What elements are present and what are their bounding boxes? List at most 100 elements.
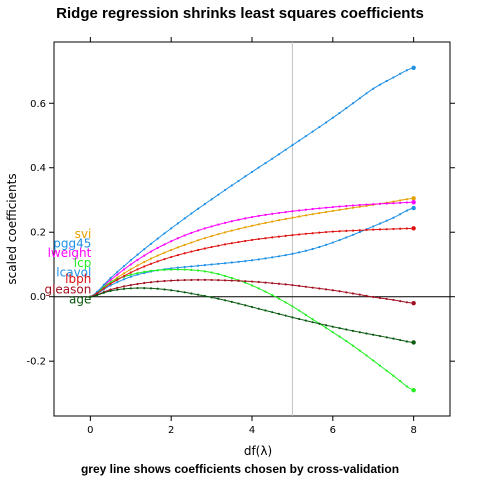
series-point-age bbox=[399, 338, 402, 342]
series-point-lweight bbox=[136, 258, 139, 261]
series-point-lweight bbox=[271, 212, 274, 215]
series-point-lbph bbox=[311, 232, 314, 235]
series-point-gleason bbox=[331, 289, 334, 292]
series-lbph bbox=[89, 226, 416, 298]
series-point-lweight bbox=[345, 204, 348, 208]
series-point-age bbox=[237, 302, 240, 305]
series-point-lweight bbox=[210, 225, 213, 228]
series-point-gleason bbox=[197, 278, 200, 281]
series-point-pgg45 bbox=[190, 265, 193, 268]
series-point-lbph bbox=[405, 227, 408, 230]
series-point-lweight bbox=[277, 211, 281, 215]
series-point-age bbox=[230, 300, 233, 303]
series-point-lweight bbox=[298, 209, 301, 212]
series-point-lcavol bbox=[277, 153, 281, 156]
series-point-lcp bbox=[217, 272, 220, 276]
series-point-lweight bbox=[190, 231, 193, 234]
y-tick-label: 0.2 bbox=[30, 228, 46, 239]
series-point-lcavol bbox=[183, 217, 186, 220]
series-point-age bbox=[102, 291, 105, 294]
series-point-svi bbox=[122, 272, 126, 275]
series-point-lbph bbox=[244, 239, 247, 243]
series-point-lcavol bbox=[197, 207, 200, 210]
series-point-svi bbox=[149, 257, 153, 260]
series-point-lcp bbox=[210, 271, 213, 274]
series-point-pgg45 bbox=[230, 261, 233, 264]
series-point-gleason bbox=[244, 280, 247, 283]
series-point-gleason bbox=[170, 279, 173, 282]
series-point-age bbox=[345, 328, 348, 331]
series-point-svi bbox=[237, 227, 240, 231]
series-point-lcavol bbox=[170, 227, 173, 230]
series-point-lbph bbox=[116, 278, 119, 281]
series-point-gleason bbox=[392, 298, 395, 302]
series-point-lcp bbox=[136, 272, 139, 275]
reference-lines bbox=[54, 42, 450, 416]
series-point-lweight bbox=[304, 208, 307, 211]
series-point-lcavol bbox=[116, 270, 119, 274]
x-tick-label: 0 bbox=[87, 425, 93, 436]
series-point-svi bbox=[230, 229, 233, 232]
series-point-pgg45 bbox=[338, 238, 341, 242]
series-point-lbph bbox=[392, 227, 395, 231]
series-point-lbph bbox=[223, 243, 227, 246]
x-tick-label: 2 bbox=[168, 425, 174, 436]
series-line-gleason bbox=[90, 279, 414, 304]
series-point-pgg45 bbox=[197, 264, 200, 267]
series-point-svi bbox=[210, 234, 213, 238]
series-point-lweight bbox=[351, 204, 355, 207]
series-point-age bbox=[378, 334, 382, 338]
series-point-svi bbox=[331, 209, 334, 213]
series-label-lcavol: lcavol bbox=[56, 266, 91, 280]
series-point-lcavol bbox=[298, 139, 301, 142]
series-point-gleason bbox=[304, 285, 307, 288]
series-point-age bbox=[149, 287, 153, 290]
series-point-svi bbox=[399, 199, 402, 202]
series-point-age bbox=[392, 337, 395, 340]
series-point-gleason bbox=[223, 279, 227, 282]
series-point-lcavol bbox=[122, 264, 126, 268]
series-point-gleason bbox=[291, 284, 294, 287]
series-endpoint-gleason bbox=[411, 300, 416, 306]
series-point-lweight bbox=[176, 237, 180, 240]
series-point-lcp bbox=[190, 268, 193, 272]
series-point-gleason bbox=[183, 278, 186, 282]
series-point-gleason bbox=[136, 282, 139, 286]
series-point-lcp bbox=[223, 274, 227, 278]
series-point-lweight bbox=[237, 218, 240, 221]
series-point-age bbox=[96, 293, 99, 297]
series-point-gleason bbox=[237, 279, 240, 282]
series-point-pgg45 bbox=[324, 243, 328, 246]
series-point-age bbox=[264, 309, 267, 312]
series-point-pgg45 bbox=[136, 273, 139, 276]
series-point-lcp bbox=[203, 270, 206, 273]
series-point-svi bbox=[190, 241, 193, 244]
series-point-lweight bbox=[372, 203, 375, 206]
series-point-svi bbox=[257, 223, 260, 226]
series-point-lbph bbox=[176, 253, 180, 257]
series-point-lbph bbox=[102, 287, 105, 290]
series-point-age bbox=[156, 287, 159, 290]
series-point-pgg45 bbox=[399, 213, 402, 216]
series-point-lcavol bbox=[230, 184, 233, 187]
series-point-svi bbox=[156, 254, 159, 257]
series-point-lbph bbox=[372, 228, 375, 231]
series-point-svi bbox=[197, 239, 200, 242]
series-point-age bbox=[210, 296, 213, 299]
series-point-svi bbox=[264, 221, 267, 225]
series-label-pgg45: pgg45 bbox=[53, 237, 91, 251]
series-point-lbph bbox=[250, 238, 254, 242]
series-point-lbph bbox=[331, 230, 334, 233]
series-point-pgg45 bbox=[318, 245, 321, 249]
series-point-gleason bbox=[284, 283, 287, 286]
series-point-lcavol bbox=[365, 92, 368, 95]
series-point-gleason bbox=[250, 280, 254, 283]
series-point-lbph bbox=[318, 231, 321, 234]
series-point-lcp bbox=[392, 374, 395, 377]
series-point-pgg45 bbox=[122, 278, 126, 281]
x-tick-label: 4 bbox=[249, 425, 255, 436]
series-point-age bbox=[116, 288, 119, 291]
series-point-lweight bbox=[257, 214, 260, 217]
series-point-lcavol bbox=[345, 107, 348, 110]
series-point-lcp bbox=[324, 326, 328, 329]
